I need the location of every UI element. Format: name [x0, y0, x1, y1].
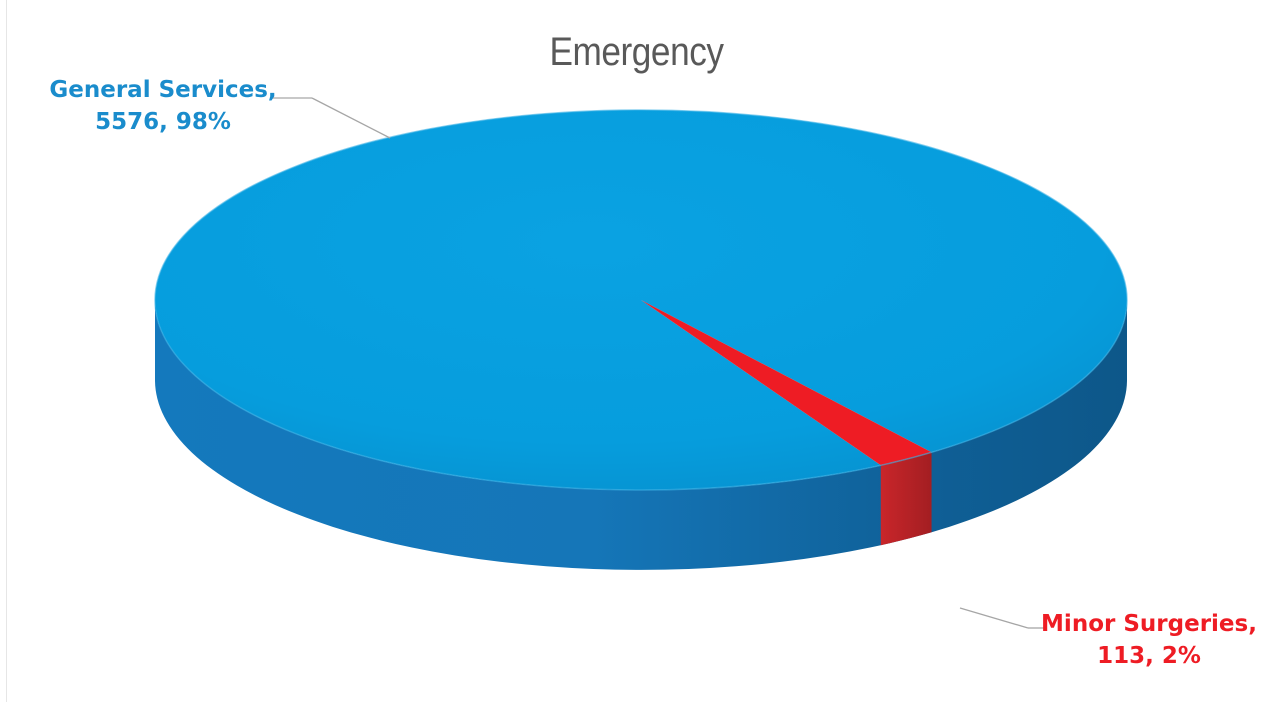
- data-label-general-services-value: 5576, 98%: [95, 109, 231, 135]
- pie-rim-highlight: [154, 109, 1128, 491]
- chart-frame-edge: [6, 0, 7, 702]
- data-label-minor-surgeries-value: 113, 2%: [1097, 643, 1201, 669]
- leader-line-minor: [959, 607, 1029, 629]
- chart-title: Emergency: [549, 30, 724, 74]
- data-label-minor-surgeries: Minor Surgeries, 113, 2%: [1036, 608, 1262, 672]
- pie-slice-side-minor-surgeries: [880, 452, 932, 546]
- leader-line-general-diag: [311, 97, 391, 139]
- data-label-general-services: General Services, 5576, 98%: [40, 74, 286, 138]
- data-label-minor-surgeries-name: Minor Surgeries,: [1041, 611, 1257, 637]
- data-label-general-services-name: General Services,: [49, 77, 277, 103]
- pie-slice-minor-surgeries: [641, 300, 932, 466]
- pie-slice-general-services: [154, 110, 1127, 491]
